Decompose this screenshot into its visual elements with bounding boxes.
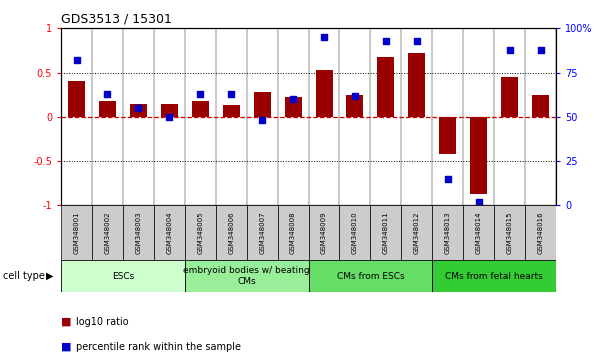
Point [257,118,267,123]
Text: GSM348015: GSM348015 [507,211,513,254]
Point [164,114,174,120]
Bar [223,105,240,117]
Text: GSM348016: GSM348016 [538,211,544,254]
Bar [277,205,309,260]
Point [412,38,422,44]
Point [196,91,205,97]
Text: GSM348004: GSM348004 [166,211,172,254]
Bar [525,205,556,260]
Bar [309,205,340,260]
Bar [433,260,556,292]
Bar [439,117,456,154]
Text: GSM348014: GSM348014 [476,211,481,254]
Bar [161,104,178,117]
Text: GSM348002: GSM348002 [104,211,111,254]
Text: GSM348010: GSM348010 [352,211,358,254]
Bar [378,57,394,117]
Text: log10 ratio: log10 ratio [76,317,129,327]
Text: GSM348013: GSM348013 [445,211,451,254]
Point [288,96,298,102]
Bar [463,205,494,260]
Text: ESCs: ESCs [112,272,134,281]
Bar [494,205,525,260]
Text: GSM348001: GSM348001 [73,211,79,254]
Point [103,91,112,97]
Text: GSM348009: GSM348009 [321,211,327,254]
Text: GSM348007: GSM348007 [259,211,265,254]
Text: cell type: cell type [3,271,45,281]
Bar [185,260,309,292]
Text: GSM348012: GSM348012 [414,211,420,254]
Point [474,199,483,205]
Bar [532,95,549,117]
Text: CMs from ESCs: CMs from ESCs [337,272,404,281]
Text: GSM348008: GSM348008 [290,211,296,254]
Text: GSM348003: GSM348003 [136,211,141,254]
Text: ■: ■ [61,317,71,327]
Bar [192,101,209,117]
Bar [247,205,277,260]
Text: GSM348011: GSM348011 [383,211,389,254]
Bar [216,205,247,260]
Point [350,93,360,98]
Bar [130,104,147,117]
Bar [315,70,332,117]
Bar [370,205,401,260]
Bar [470,117,487,194]
Text: embryoid bodies w/ beating
CMs: embryoid bodies w/ beating CMs [183,267,310,286]
Point [319,34,329,40]
Text: CMs from fetal hearts: CMs from fetal hearts [445,272,543,281]
Point [536,47,546,52]
Bar [92,205,123,260]
Text: ▶: ▶ [46,271,54,281]
Bar [99,101,116,117]
Text: ■: ■ [61,342,71,352]
Bar [61,205,92,260]
Bar [501,77,518,117]
Point [71,57,81,63]
Bar [154,205,185,260]
Bar [68,81,85,117]
Point [443,176,453,182]
Bar [254,92,271,117]
Bar [346,95,364,117]
Bar [433,205,463,260]
Bar [408,53,425,117]
Point [505,47,514,52]
Bar [285,97,302,117]
Bar [61,260,185,292]
Bar [401,205,433,260]
Bar [185,205,216,260]
Bar [309,260,433,292]
Point [381,38,391,44]
Bar [123,205,154,260]
Text: GSM348005: GSM348005 [197,211,203,254]
Bar [340,205,370,260]
Text: GDS3513 / 15301: GDS3513 / 15301 [61,13,172,26]
Text: GSM348006: GSM348006 [229,211,234,254]
Point [134,105,144,111]
Point [226,91,236,97]
Text: percentile rank within the sample: percentile rank within the sample [76,342,241,352]
